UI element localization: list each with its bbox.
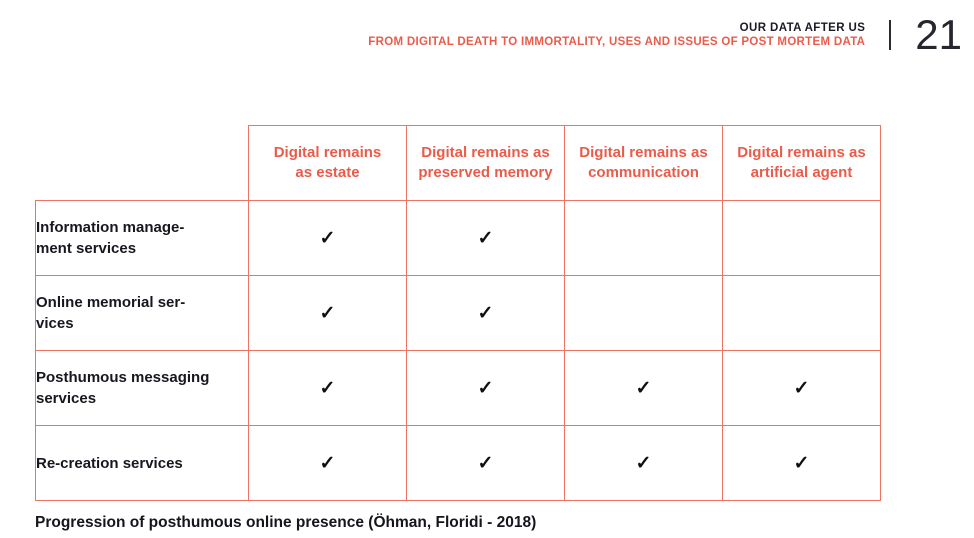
check-icon: ✓ — [793, 452, 810, 474]
check-icon: ✓ — [319, 377, 336, 399]
table-cell: ✓ — [722, 350, 881, 426]
table-header-row: Digital remains as estate Digital remain… — [36, 125, 881, 201]
row-label-information-management: Information manage- ment services — [35, 200, 249, 276]
table-cell — [722, 275, 881, 351]
table-cell: ✓ — [564, 350, 723, 426]
check-icon: ✓ — [635, 452, 652, 474]
table-cell — [564, 200, 723, 276]
table-cell: ✓ — [248, 425, 407, 501]
table-row: Re-creation services ✓ ✓ ✓ ✓ — [35, 425, 881, 501]
check-icon: ✓ — [477, 302, 494, 324]
progression-table: Digital remains as estate Digital remain… — [35, 125, 881, 501]
check-icon: ✓ — [635, 377, 652, 399]
report-subtitle: FROM DIGITAL DEATH TO IMMORTALITY, USES … — [368, 36, 866, 48]
table-row: Posthumous messaging services ✓ ✓ ✓ ✓ — [35, 350, 881, 426]
header-divider-line — [889, 20, 892, 50]
table-cell: ✓ — [564, 425, 723, 501]
column-header-estate: Digital remains as estate — [248, 125, 407, 201]
table-cell: ✓ — [406, 275, 565, 351]
table-cell: ✓ — [406, 425, 565, 501]
row-label-online-memorial: Online memorial ser- vices — [35, 275, 249, 351]
running-header: OUR DATA AFTER US FROM DIGITAL DEATH TO … — [368, 14, 962, 56]
column-header-preserved-memory: Digital remains as preserved memory — [406, 125, 565, 201]
row-label-posthumous-messaging: Posthumous messaging services — [35, 350, 249, 426]
table-corner-blank — [36, 126, 249, 201]
column-header-artificial-agent: Digital remains as artificial agent — [722, 125, 881, 201]
check-icon: ✓ — [477, 452, 494, 474]
table-row: Information manage- ment services ✓ ✓ — [35, 200, 881, 276]
table-caption: Progression of posthumous online presenc… — [35, 514, 537, 531]
running-header-text: OUR DATA AFTER US FROM DIGITAL DEATH TO … — [368, 21, 865, 49]
check-icon: ✓ — [319, 452, 336, 474]
check-icon: ✓ — [477, 377, 494, 399]
page-number: 21 — [915, 11, 962, 58]
table-cell: ✓ — [722, 425, 881, 501]
check-icon: ✓ — [793, 377, 810, 399]
check-icon: ✓ — [319, 302, 336, 324]
table-cell — [722, 200, 881, 276]
table-row: Online memorial ser- vices ✓ ✓ — [35, 275, 881, 351]
report-title: OUR DATA AFTER US — [739, 22, 866, 34]
check-icon: ✓ — [319, 227, 336, 249]
table-cell: ✓ — [248, 350, 407, 426]
check-icon: ✓ — [477, 227, 494, 249]
table-cell: ✓ — [406, 350, 565, 426]
table-cell — [564, 275, 723, 351]
table-cell: ✓ — [248, 200, 407, 276]
table-cell: ✓ — [406, 200, 565, 276]
table-cell: ✓ — [248, 275, 407, 351]
column-header-communication: Digital remains as communication — [564, 125, 723, 201]
row-label-re-creation: Re-creation services — [35, 425, 249, 501]
